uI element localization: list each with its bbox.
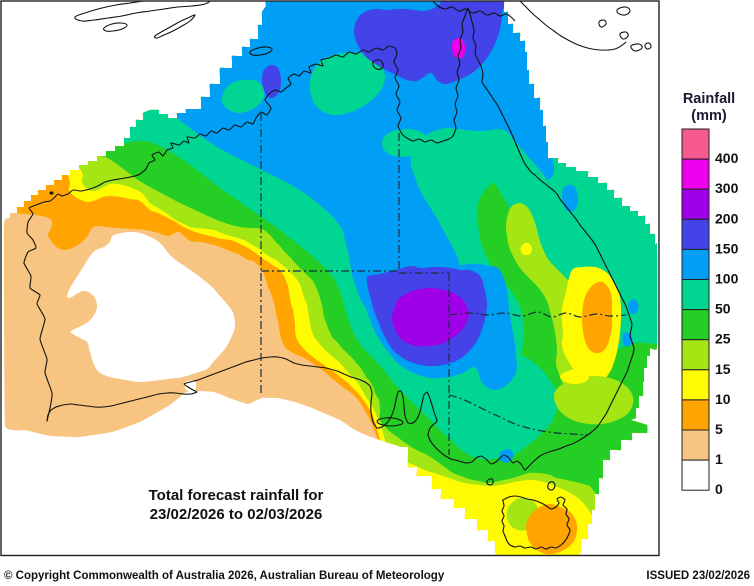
svg-text:100: 100 [715,271,739,287]
svg-text:300: 300 [715,180,739,196]
svg-text:10: 10 [715,391,731,407]
svg-text:150: 150 [715,240,739,256]
svg-text:(mm): (mm) [691,108,727,124]
svg-text:5: 5 [715,421,723,437]
svg-text:© Copyright Commonwealth of Au: © Copyright Commonwealth of Australia 20… [4,570,445,582]
svg-text:25: 25 [715,331,731,347]
svg-text:1: 1 [715,451,723,467]
svg-text:50: 50 [715,301,731,317]
svg-text:Rainfall: Rainfall [683,91,735,107]
svg-text:23/02/2026 to 02/03/2026: 23/02/2026 to 02/03/2026 [150,506,323,523]
svg-text:ISSUED 23/02/2026: ISSUED 23/02/2026 [646,570,750,582]
svg-text:15: 15 [715,361,731,377]
svg-text:0: 0 [715,481,723,497]
svg-text:Total forecast rainfall for: Total forecast rainfall for [149,487,324,504]
svg-text:400: 400 [715,150,739,166]
svg-text:200: 200 [715,210,739,226]
